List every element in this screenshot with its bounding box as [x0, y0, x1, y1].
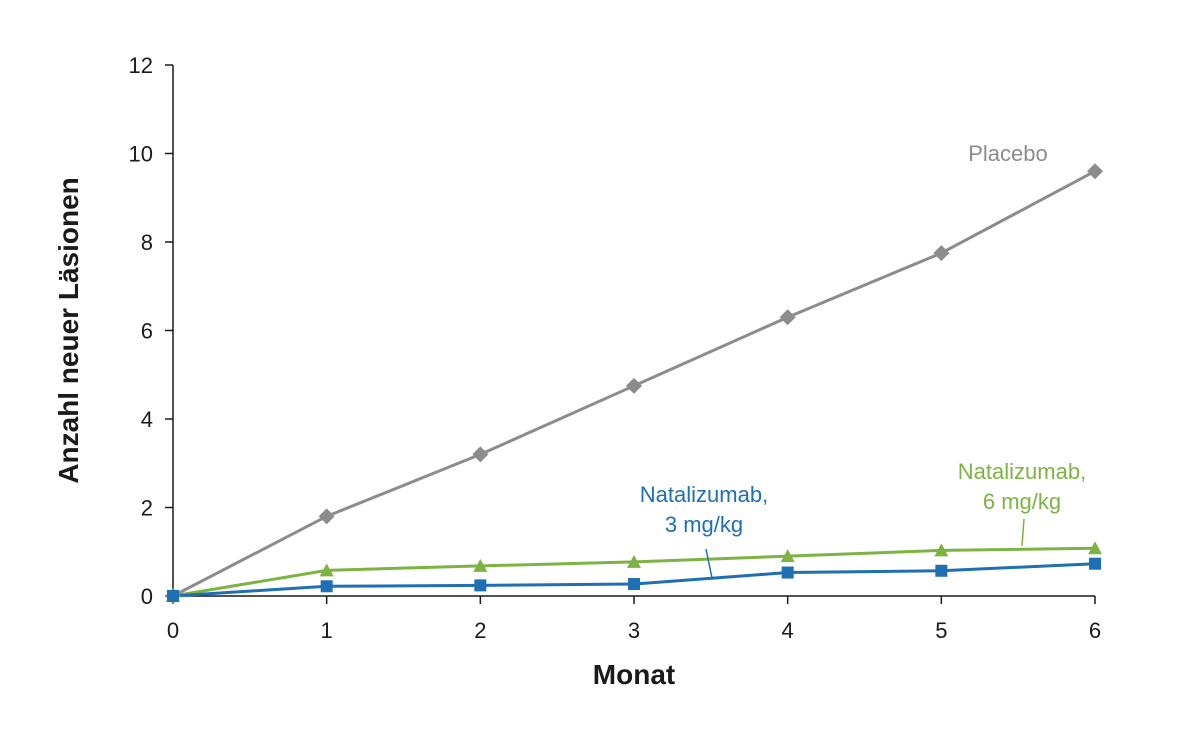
data-point-2-1	[320, 580, 333, 593]
data-point-1-1	[319, 563, 334, 577]
y-tick-label: 8	[141, 230, 153, 255]
x-tick-label: 3	[628, 618, 640, 643]
data-point-0-1	[318, 508, 335, 525]
data-point-0-6	[1087, 163, 1103, 180]
y-tick-label: 10	[129, 142, 153, 167]
x-ticks: 0 1 2 3 4 5 6	[167, 596, 1101, 643]
y-ticks: 0 2 4 6 8 10 12	[129, 53, 173, 609]
series-label-leader-2	[705, 548, 713, 579]
data-point-1-2	[473, 558, 488, 572]
data-point-2-0	[167, 590, 179, 602]
x-axis-title: Monat	[593, 659, 675, 690]
data-point-2-6	[1089, 557, 1101, 570]
data-point-2-2	[474, 579, 487, 592]
series-markers	[165, 163, 1103, 604]
data-point-1-6	[1088, 541, 1102, 555]
x-tick-label: 4	[782, 618, 794, 643]
data-point-0-3	[626, 377, 642, 394]
data-point-0-5	[933, 245, 950, 262]
x-tick-label: 6	[1089, 618, 1101, 643]
y-tick-label: 0	[141, 584, 153, 609]
x-tick-label: 1	[321, 618, 333, 643]
series-label-0: Placebo	[968, 141, 1048, 166]
data-point-0-2	[472, 446, 489, 463]
y-tick-label: 6	[141, 319, 153, 344]
y-tick-label: 4	[141, 407, 153, 432]
series-label-2: Natalizumab, 3 mg/kg	[640, 482, 768, 537]
y-tick-label: 12	[129, 53, 153, 78]
data-point-1-5	[934, 543, 949, 557]
data-point-1-3	[627, 554, 641, 568]
series-label-leader-1	[1021, 518, 1025, 547]
y-tick-label: 2	[141, 496, 153, 521]
data-point-0-4	[779, 309, 796, 326]
x-tick-label: 0	[167, 618, 179, 643]
x-tick-label: 5	[935, 618, 947, 643]
series-labels: Placebo Natalizumab, 6 mg/kg Natalizumab, 3 …	[640, 141, 1086, 579]
data-point-2-3	[628, 578, 640, 591]
x-tick-label: 2	[474, 618, 486, 643]
data-point-2-4	[781, 566, 794, 579]
data-point-2-5	[935, 564, 948, 577]
data-point-1-4	[780, 549, 795, 563]
series-label-1: Natalizumab, 6 mg/kg	[958, 459, 1086, 514]
y-axis-title: Anzahl neuer Läsionen	[53, 177, 84, 484]
